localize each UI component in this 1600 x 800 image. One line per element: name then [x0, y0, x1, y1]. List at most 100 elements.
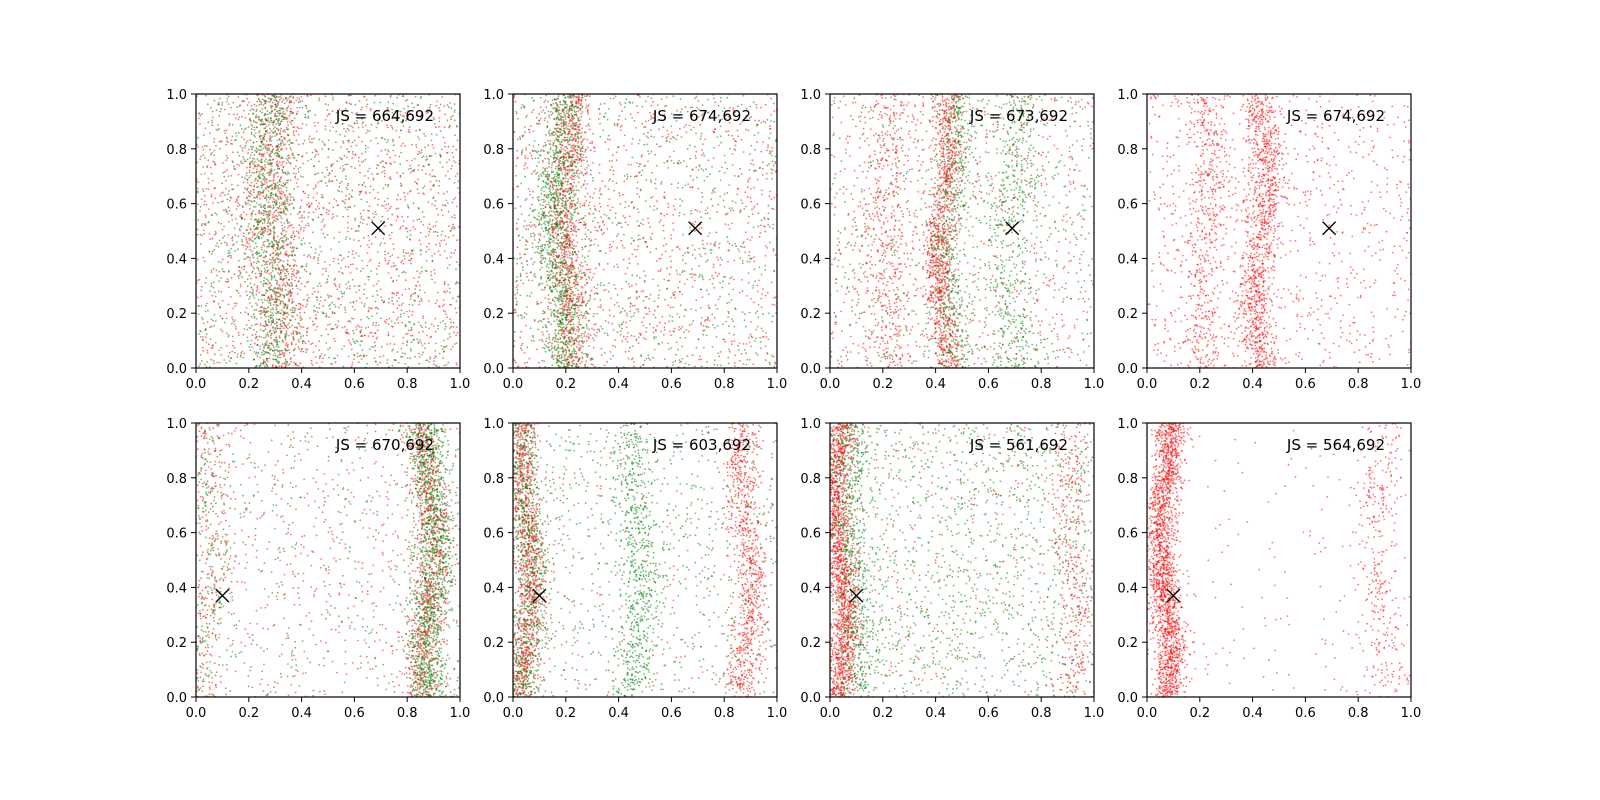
data-point: [566, 188, 568, 190]
data-point: [218, 349, 221, 352]
data-point: [258, 130, 261, 132]
data-point: [196, 296, 199, 299]
data-point: [428, 248, 430, 251]
data-point: [271, 243, 274, 246]
data-point: [276, 96, 278, 98]
data-point: [225, 140, 228, 143]
data-point: [559, 307, 561, 310]
data-point: [245, 203, 248, 206]
data-point: [269, 302, 272, 305]
data-point: [296, 287, 299, 290]
data-point: [402, 336, 405, 339]
data-point: [366, 103, 369, 106]
data-point: [273, 115, 276, 117]
data-point: [420, 112, 423, 115]
data-point: [288, 139, 291, 142]
data-point: [196, 190, 199, 193]
data-point: [248, 274, 251, 277]
data-point: [279, 96, 282, 98]
data-point: [254, 135, 256, 138]
data-point: [527, 188, 530, 190]
data-point: [626, 178, 628, 181]
data-point: [307, 202, 310, 205]
data-point: [388, 234, 391, 237]
data-point: [313, 165, 315, 168]
data-point: [404, 112, 407, 114]
data-point: [235, 198, 238, 201]
data-point: [233, 273, 236, 276]
data-point: [392, 262, 395, 264]
data-point: [611, 166, 613, 168]
data-point: [299, 288, 302, 291]
data-point: [239, 355, 242, 358]
data-point: [663, 278, 666, 281]
data-point: [196, 258, 199, 261]
data-point: [263, 179, 266, 181]
data-point: [248, 162, 251, 165]
x-tick-label: 0.0: [186, 377, 207, 392]
data-point: [520, 330, 523, 333]
data-point: [419, 289, 421, 292]
data-point: [607, 188, 610, 191]
data-point: [245, 324, 248, 327]
data-point: [264, 197, 266, 199]
data-point: [212, 286, 215, 289]
data-point: [258, 237, 261, 240]
data-point: [355, 267, 358, 270]
data-point: [269, 169, 271, 171]
data-point: [753, 268, 756, 271]
data-point: [346, 163, 349, 166]
data-point: [318, 303, 321, 305]
data-point: [660, 268, 662, 270]
data-point: [419, 231, 422, 234]
data-point: [616, 263, 618, 266]
data-point: [256, 323, 258, 326]
data-point: [352, 263, 354, 266]
data-point: [336, 160, 339, 163]
data-point: [708, 319, 711, 322]
data-point: [292, 126, 294, 129]
data-point: [550, 210, 553, 212]
data-point: [392, 149, 395, 152]
data-point: [286, 282, 289, 285]
data-point: [210, 282, 213, 285]
data-point: [295, 247, 298, 250]
data-point: [364, 186, 367, 188]
data-point: [379, 361, 382, 364]
data-point: [351, 250, 354, 253]
data-point: [217, 101, 220, 104]
data-point: [225, 361, 228, 364]
data-point: [432, 325, 435, 327]
data-point: [443, 126, 446, 129]
data-point: [210, 358, 213, 361]
data-point: [350, 165, 353, 168]
data-point: [283, 117, 286, 119]
data-point: [358, 285, 361, 287]
data-point: [274, 231, 276, 234]
data-point: [354, 154, 357, 157]
data-point: [355, 229, 358, 232]
data-point: [577, 330, 580, 333]
data-point: [658, 128, 660, 131]
data-point: [271, 196, 274, 199]
data-point: [692, 179, 695, 182]
data-point: [277, 143, 280, 146]
data-point: [276, 189, 279, 192]
data-point: [575, 185, 578, 188]
data-point: [277, 198, 280, 201]
data-point: [285, 238, 287, 241]
data-point: [540, 252, 543, 255]
data-point: [349, 237, 351, 240]
data-point: [283, 355, 285, 357]
data-point: [662, 224, 665, 227]
data-point: [312, 196, 315, 199]
data-point: [246, 178, 249, 181]
data-point: [291, 341, 293, 344]
data-point: [245, 236, 248, 239]
data-point: [256, 179, 259, 182]
data-point: [555, 273, 557, 276]
data-point: [199, 122, 201, 125]
data-point: [279, 323, 282, 325]
data-point: [278, 284, 280, 286]
data-point: [566, 214, 569, 216]
